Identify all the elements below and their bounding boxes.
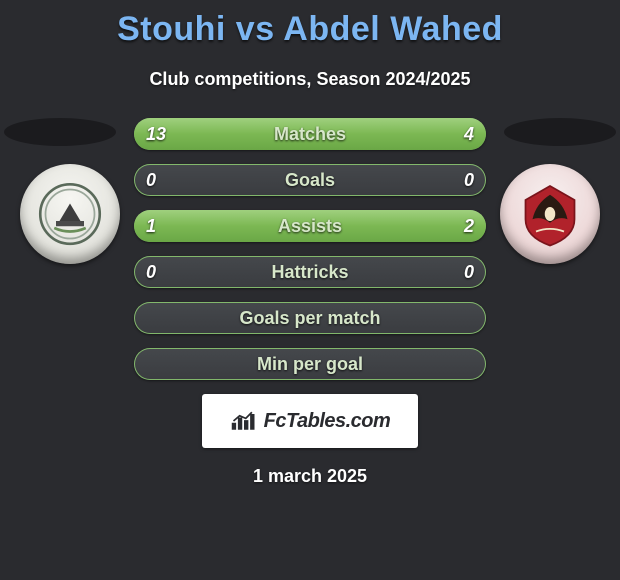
stat-label: Hattricks (134, 256, 486, 288)
brand-chart-icon (230, 410, 258, 432)
stat-label: Min per goal (134, 348, 486, 380)
player-shadow-left (4, 118, 116, 146)
page-title: Stouhi vs Abdel Wahed (0, 0, 620, 49)
stat-label: Goals (134, 164, 486, 196)
snapshot-date: 1 march 2025 (0, 466, 620, 487)
crest-icon (35, 179, 105, 249)
eagle-crest-icon (515, 179, 585, 249)
stat-row: Goals per match (134, 302, 486, 334)
stat-row: 00Goals (134, 164, 486, 196)
stat-row: 12Assists (134, 210, 486, 242)
brand-text: FcTables.com (264, 410, 391, 433)
team-badge-left (20, 164, 120, 264)
page-subtitle: Club competitions, Season 2024/2025 (0, 69, 620, 90)
comparison-content: 134Matches 00Goals 12Assists 00Hattricks Goa… (0, 118, 620, 380)
stat-label: Goals per match (134, 302, 486, 334)
team-badge-right (500, 164, 600, 264)
player-shadow-right (504, 118, 616, 146)
brand-box: FcTables.com (202, 394, 418, 448)
stat-bars: 134Matches 00Goals 12Assists 00Hattricks Goa… (134, 118, 486, 380)
stat-label: Matches (134, 118, 486, 150)
stat-row: Min per goal (134, 348, 486, 380)
stat-row: 134Matches (134, 118, 486, 150)
stat-label: Assists (134, 210, 486, 242)
stat-row: 00Hattricks (134, 256, 486, 288)
